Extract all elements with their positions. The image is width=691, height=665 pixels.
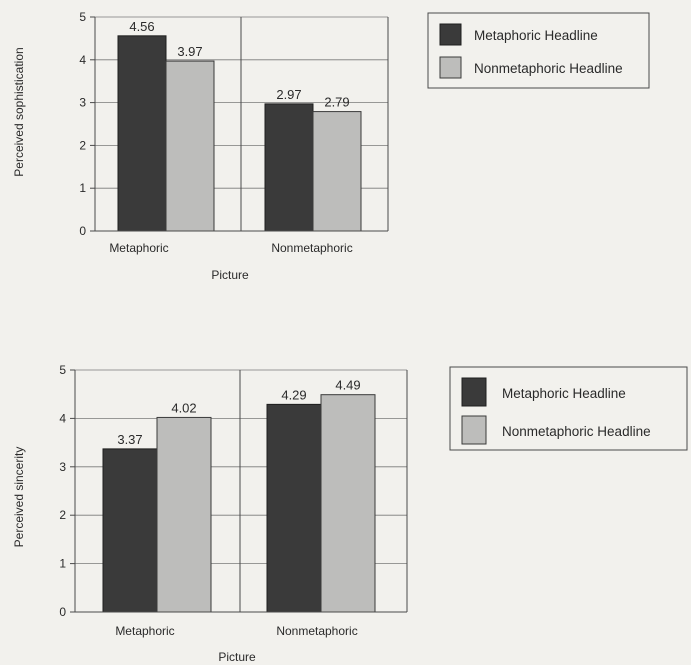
bar-value-label: 4.29 — [281, 387, 306, 402]
bar-nonmetaphoric-headline — [156, 416, 212, 613]
bar-value-label: 4.56 — [129, 19, 154, 34]
y-tick-label: 3 — [59, 460, 66, 474]
x-axis-title: Picture — [211, 268, 249, 282]
category-label: Metaphoric — [109, 241, 168, 255]
legend-label: Nonmetaphoric Headline — [502, 424, 651, 439]
bars-bottom — [102, 394, 376, 613]
category-label: Nonmetaphoric — [271, 241, 352, 255]
legend-swatch-metaphoric — [439, 23, 462, 46]
y-tick-label: 0 — [79, 224, 86, 238]
bar-nonmetaphoric-headline — [312, 111, 362, 232]
y-tick-label: 3 — [79, 96, 86, 110]
bar-metaphoric-headline — [102, 448, 158, 613]
y-tick-label: 1 — [59, 557, 66, 571]
bar-value-label: 4.49 — [335, 378, 360, 393]
y-axis-title: Perceived sophistication — [12, 47, 26, 176]
legend-swatch-nonmetaphoric — [461, 415, 487, 445]
bar-value-label: 2.79 — [324, 95, 349, 110]
y-tick-label: 4 — [79, 53, 86, 67]
legend-label: Metaphoric Headline — [502, 386, 626, 401]
category-label: Nonmetaphoric — [276, 624, 357, 638]
y-tick-label: 5 — [59, 363, 66, 377]
y-ticks-top: 0 1 2 3 4 5 — [79, 10, 95, 238]
data-labels-top: 4.56 2.97 3.97 2.79 — [129, 19, 349, 110]
y-tick-label: 0 — [59, 605, 66, 619]
y-tick-label: 2 — [79, 138, 86, 152]
bar-value-label: 3.37 — [117, 432, 142, 447]
y-tick-label: 4 — [59, 411, 66, 425]
bar-value-label: 4.02 — [171, 400, 196, 415]
chart-sincerity: 0 1 2 3 4 5 3.37 4.29 4.02 4.49 Metaphoric Nonme… — [12, 363, 688, 664]
legend-top: Metaphoric Headline Nonmetaphoric Headli… — [427, 12, 650, 89]
category-label: Metaphoric — [115, 624, 174, 638]
legend-frame — [427, 12, 650, 89]
y-tick-label: 1 — [79, 181, 86, 195]
legend-swatch-nonmetaphoric — [439, 56, 462, 79]
chart-sophistication: 0 1 2 3 4 5 4.56 2.97 3.97 2.79 Metaphoric Nonme… — [12, 10, 650, 282]
y-axis-title: Perceived sincerity — [12, 447, 26, 548]
y-tick-label: 2 — [59, 508, 66, 522]
data-labels-bottom: 3.37 4.29 4.02 4.49 — [117, 378, 360, 447]
x-axis-title: Picture — [218, 650, 256, 664]
bar-metaphoric-headline — [266, 403, 322, 613]
legend-label: Metaphoric Headline — [474, 28, 598, 43]
y-tick-label: 5 — [79, 10, 86, 24]
bar-nonmetaphoric-headline — [165, 60, 215, 232]
bars-top — [117, 35, 362, 232]
bar-value-label: 2.97 — [276, 87, 301, 102]
bar-nonmetaphoric-headline — [320, 394, 376, 613]
bar-value-label: 3.97 — [177, 44, 202, 59]
legend-swatch-metaphoric — [461, 377, 487, 407]
y-ticks-bottom: 0 1 2 3 4 5 — [59, 363, 75, 619]
bar-metaphoric-headline — [117, 35, 167, 232]
legend-bottom: Metaphoric Headline Nonmetaphoric Headli… — [449, 366, 688, 451]
legend-frame — [449, 366, 688, 451]
legend-label: Nonmetaphoric Headline — [474, 61, 623, 76]
bar-metaphoric-headline — [264, 103, 314, 232]
